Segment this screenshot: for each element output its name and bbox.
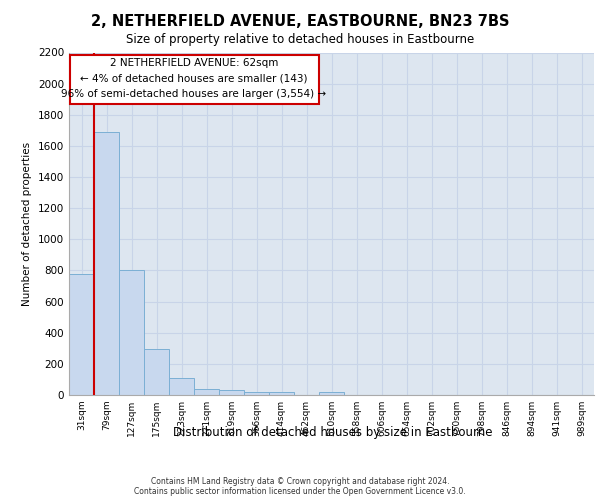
Bar — [94, 132, 119, 395]
Bar — [194, 389, 219, 395]
Text: Contains HM Land Registry data © Crown copyright and database right 2024.
Contai: Contains HM Land Registry data © Crown c… — [134, 476, 466, 496]
Y-axis label: Number of detached properties: Number of detached properties — [22, 142, 32, 306]
Bar — [169, 378, 194, 395]
Bar — [144, 349, 169, 395]
Text: 2, NETHERFIELD AVENUE, EASTBOURNE, BN23 7BS: 2, NETHERFIELD AVENUE, EASTBOURNE, BN23 … — [91, 14, 509, 29]
Bar — [119, 270, 144, 395]
Text: 2 NETHERFIELD AVENUE: 62sqm: 2 NETHERFIELD AVENUE: 62sqm — [110, 58, 278, 68]
Bar — [69, 274, 94, 395]
Text: Size of property relative to detached houses in Eastbourne: Size of property relative to detached ho… — [126, 34, 474, 46]
Bar — [319, 392, 344, 395]
Text: 96% of semi-detached houses are larger (3,554) →: 96% of semi-detached houses are larger (… — [61, 89, 326, 99]
Bar — [219, 390, 244, 395]
Text: ← 4% of detached houses are smaller (143): ← 4% of detached houses are smaller (143… — [80, 74, 308, 84]
FancyBboxPatch shape — [70, 55, 319, 104]
Bar — [244, 392, 269, 395]
Text: Distribution of detached houses by size in Eastbourne: Distribution of detached houses by size … — [173, 426, 493, 439]
Bar — [269, 392, 294, 395]
